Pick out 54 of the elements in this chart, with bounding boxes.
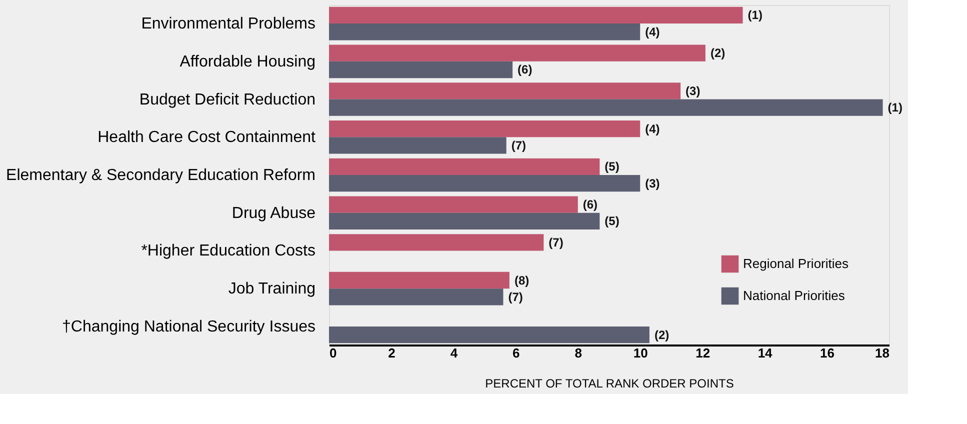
bar (329, 44, 706, 62)
annotation: (2) (710, 46, 726, 60)
annotation: (2) (654, 328, 670, 342)
x-tick-label: 16 (820, 346, 835, 360)
y-tick-label: Elementary & Secondary Education Reform (6, 167, 316, 184)
annotation: (8) (514, 273, 530, 288)
bar (329, 212, 600, 230)
y-tick-label: Job Training (228, 280, 316, 298)
bar (329, 175, 640, 192)
bar (329, 120, 640, 138)
bar (329, 82, 681, 100)
annotation: (4) (645, 122, 660, 136)
bar (329, 196, 578, 213)
y-tick-label: Drug Abuse (232, 204, 316, 222)
bar (329, 99, 883, 116)
bar (329, 61, 513, 78)
bar (329, 272, 510, 289)
y-tick-label: Affordable Housing (180, 53, 316, 70)
annotation: (4) (645, 24, 660, 39)
y-tick-label: Health Care Cost Containment (98, 129, 316, 146)
annotation: (1) (888, 100, 902, 115)
annotation: (3) (645, 176, 660, 190)
x-tick-label: 10 (633, 346, 648, 360)
bar (329, 326, 650, 344)
x-tick-label: 14 (758, 346, 774, 360)
x-tick-label: 4 (450, 346, 458, 360)
x-tick-label: 6 (512, 346, 520, 360)
bar (329, 137, 506, 154)
x-tick-label: 2 (388, 346, 396, 360)
bar (329, 288, 504, 306)
y-tick-label: Budget Deficit Reduction (139, 91, 316, 108)
annotation: (7) (511, 138, 526, 152)
y-tick-label: †Changing National Security Issues (62, 318, 316, 336)
bar (329, 6, 743, 24)
x-tick-label: 12 (696, 346, 710, 360)
annotation: (5) (604, 214, 620, 228)
bar (329, 158, 600, 175)
y-tick-label: Environmental Problems (141, 16, 316, 33)
annotation: (3) (686, 84, 700, 98)
annotation: (6) (582, 198, 598, 212)
annotation: (6) (518, 62, 532, 77)
y-tick-label: *Higher Education Costs (141, 242, 316, 260)
annotation: (1) (748, 8, 762, 22)
bar (329, 24, 640, 40)
annotation: (7) (548, 235, 564, 250)
annotation: (7) (508, 290, 523, 304)
x-tick-label: 8 (574, 346, 582, 360)
x-axis-title: PERCENT OF TOTAL RANK ORDER POINTS (485, 376, 734, 390)
annotation: (5) (604, 160, 620, 174)
legend-label: National Priorities (743, 288, 846, 303)
bar (329, 234, 544, 251)
legend-label: Regional Priorities (743, 256, 849, 271)
x-tick-label: 0 (330, 346, 337, 360)
x-tick-label: 18 (875, 346, 890, 360)
